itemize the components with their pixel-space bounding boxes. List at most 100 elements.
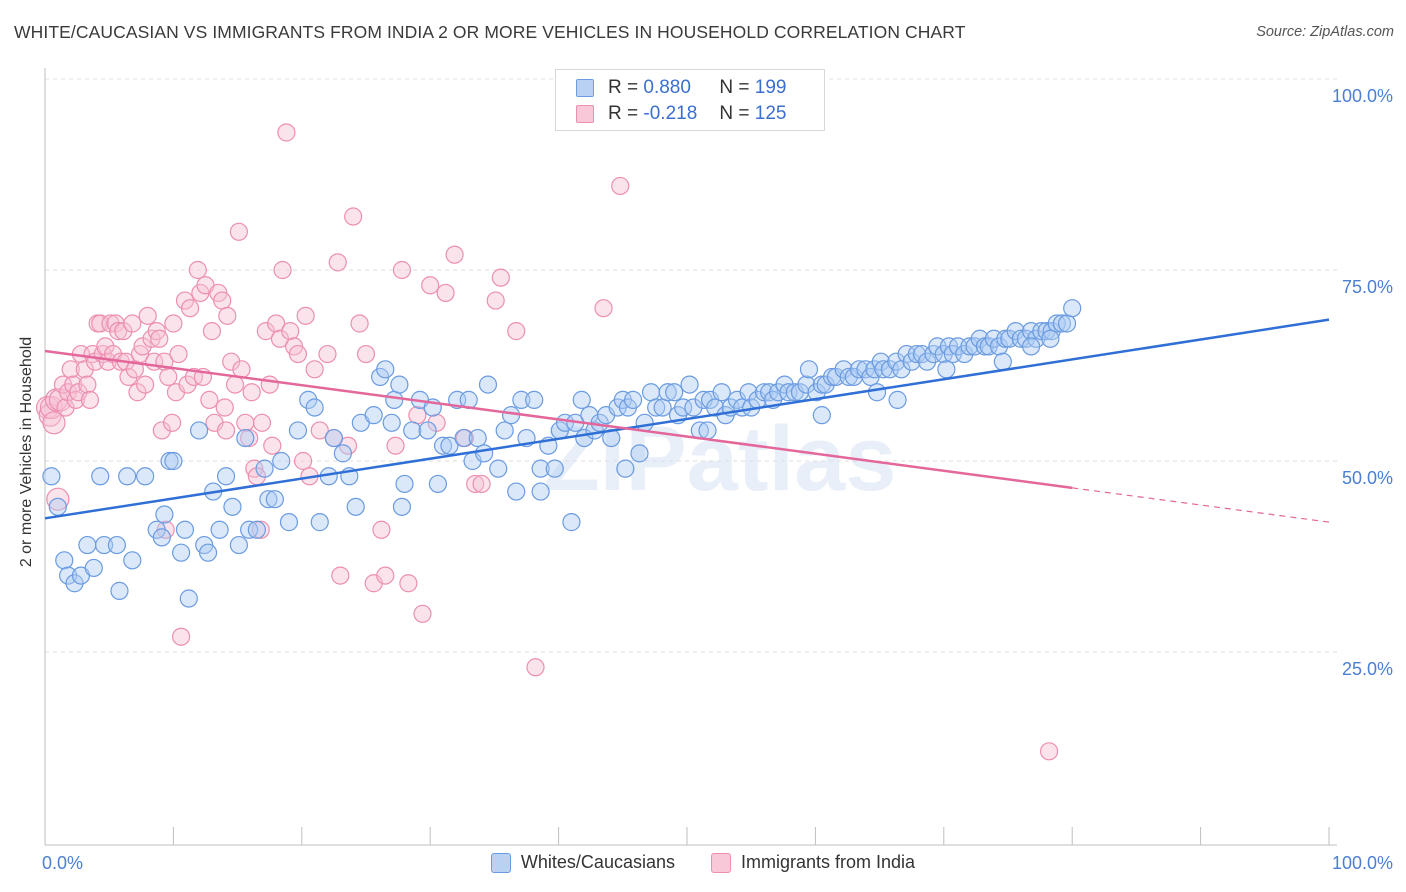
chart-title: WHITE/CAUCASIAN VS IMMIGRANTS FROM INDIA… [14,22,966,42]
point-whites [712,383,731,402]
legend-n-value: 125 [754,103,787,124]
point-india [178,375,197,394]
point-india [152,421,171,440]
point-whites [78,535,97,555]
point-india [611,176,630,196]
point-india [180,299,200,318]
point-whites [507,482,526,501]
point-whites [706,398,725,417]
axes [44,68,1337,846]
point-india [288,344,308,364]
point-whites [531,459,550,478]
legend-swatch-blue [490,852,511,873]
point-whites [179,589,198,608]
point-india [229,222,248,241]
point-india [218,306,237,325]
point-india [270,329,290,348]
point-whites [333,444,352,463]
point-whites [623,390,643,409]
point-whites [55,551,74,570]
y-tick-label-100: 100.0% [1331,86,1393,106]
point-whites [531,482,550,501]
point-whites [236,428,255,448]
legend-item-india[interactable]: Immigrants from India [711,852,915,873]
point-whites [989,337,1009,356]
point-whites [454,428,473,448]
point-india [526,658,545,677]
point-india [119,367,138,387]
point-india [169,344,188,364]
point-india [213,291,232,310]
point-whites [94,535,114,555]
point-whites [390,375,409,394]
point-whites [428,474,448,494]
point-whites [210,520,229,539]
point-whites [937,360,956,379]
point-india [222,352,241,371]
point-india [281,322,300,341]
legend-n-label: N = [719,103,750,124]
point-whites [305,398,324,417]
legend-swatch-pink [576,105,594,123]
trend-lines [44,318,1330,523]
point-whites [255,459,274,478]
chart-source: Source: ZipAtlas.com [1256,24,1394,40]
x-tick-label-100: 100.0% [1331,853,1393,873]
point-india [594,299,613,318]
point-whites [403,421,422,440]
point-whites [418,421,437,440]
point-india [136,375,155,394]
point-india [1039,742,1059,761]
point-india [163,413,182,432]
point-india [436,283,455,303]
point-whites [395,474,414,494]
point-whites [572,390,591,409]
point-india [386,436,405,455]
point-whites [123,551,142,570]
point-whites [382,413,401,432]
point-india [202,322,222,341]
point-whites [1052,314,1072,333]
point-whites [489,459,508,478]
point-whites [468,428,487,448]
legend-r-value: 0.880 [643,77,691,98]
point-whites [175,520,195,539]
point-india [350,314,369,333]
legend-row-whites: R = 0.880 N = 199 [576,75,786,101]
legend-label-whites: Whites/Caucasians [520,852,675,872]
point-whites [364,406,383,425]
point-whites [653,398,672,417]
series-whites-caucasians [42,299,1082,608]
legend-swatch-blue [576,79,594,97]
point-india [277,123,296,142]
point-whites [512,390,531,409]
point-whites [172,543,191,562]
point-india [466,474,485,494]
point-whites [665,383,684,402]
point-india [236,413,255,432]
point-india [91,314,110,333]
point-whites [42,467,61,486]
point-whites [59,566,78,585]
point-whites [229,535,248,555]
point-whites [475,444,494,463]
y-tick-label-75: 75.0% [1341,277,1393,297]
y-tick-label-50: 50.0% [1341,468,1393,488]
point-whites [91,467,110,486]
legend-n-label: N = [719,77,750,98]
point-whites [799,360,819,379]
point-whites [240,520,259,539]
point-india [318,344,337,364]
point-india [242,383,261,402]
point-india [46,487,70,511]
point-india [293,451,313,471]
legend-swatch-pink [711,852,731,873]
point-whites [478,375,498,394]
point-india [56,398,75,417]
point-whites [118,467,137,486]
legend-item-whites[interactable]: Whites/Caucasians [490,852,675,873]
point-whites [433,436,453,455]
point-whites [272,451,291,471]
point-india [256,322,275,341]
point-india [75,360,94,379]
